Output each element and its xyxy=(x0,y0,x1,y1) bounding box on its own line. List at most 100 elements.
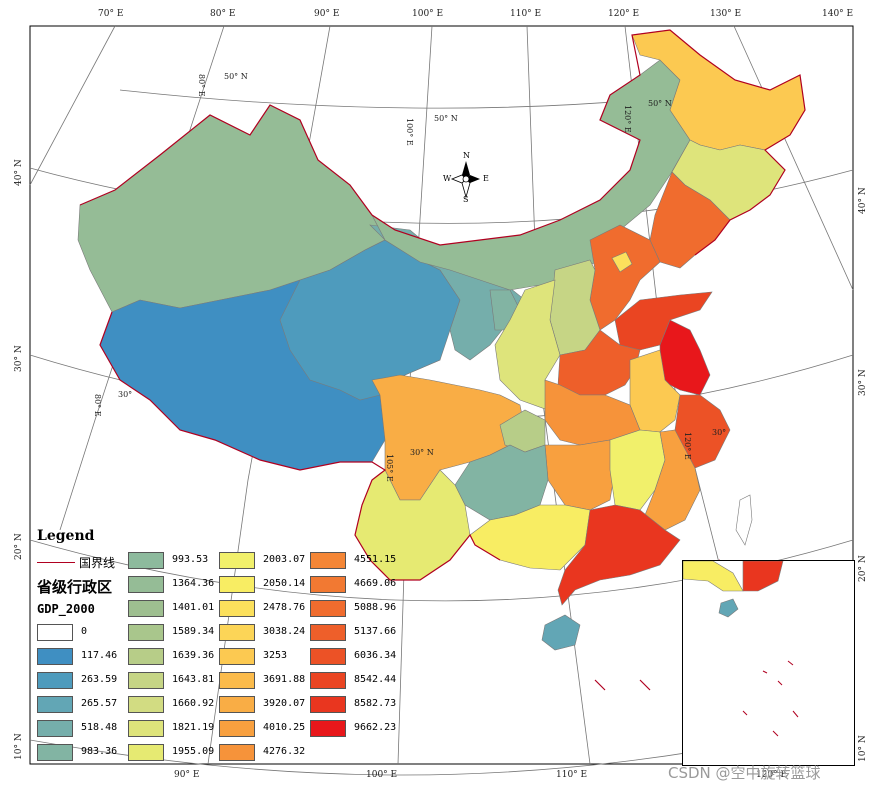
top-tick-label: 90° E xyxy=(314,9,340,19)
legend-color-swatch xyxy=(310,600,346,617)
legend-color-swatch xyxy=(310,552,346,569)
legend-class-label: 4669.06 xyxy=(354,578,397,589)
right-tick-label: 20° N xyxy=(858,555,868,582)
top-tick-label: 70° E xyxy=(98,9,124,19)
legend-color-swatch xyxy=(219,720,255,737)
legend-class-label: 518.48 xyxy=(81,722,118,733)
bottom-tick-label: 100° E xyxy=(366,770,398,780)
legend-class-label: 265.57 xyxy=(81,698,118,709)
legend-color-swatch xyxy=(128,600,164,617)
graticule-label: 100° E xyxy=(405,118,414,146)
right-tick-label: 10° N xyxy=(858,735,868,762)
legend-color-swatch xyxy=(128,648,164,665)
legend-class-label: 983.36 xyxy=(81,746,118,757)
watermark: CSDN @空中旋转篮球 xyxy=(668,764,821,782)
left-tick-label: 40° N xyxy=(14,159,24,186)
legend-color-swatch xyxy=(219,696,255,713)
province-fujian xyxy=(644,429,701,531)
legend-color-swatch xyxy=(310,648,346,665)
top-tick-label: 100° E xyxy=(412,9,444,19)
legend-class-label: 1401.01 xyxy=(172,602,215,613)
legend-color-swatch xyxy=(219,672,255,689)
legend-class-label: 993.53 xyxy=(172,554,209,565)
legend-class-label: 6036.34 xyxy=(354,650,397,661)
graticule-label: 50° N xyxy=(648,99,672,108)
legend-color-swatch xyxy=(128,672,164,689)
north-arrow: N S E W xyxy=(443,151,489,205)
graticule-label: 30° xyxy=(712,428,727,437)
bottom-tick-label: 120° E xyxy=(756,770,788,780)
bottom-tick-label: 110° E xyxy=(556,770,588,780)
graticule-label: 30° xyxy=(118,390,133,399)
legend-color-swatch xyxy=(310,720,346,737)
legend-color-swatch xyxy=(37,672,73,689)
legend-class-label: 2478.76 xyxy=(263,602,306,613)
legend-class-label: 3038.24 xyxy=(263,626,306,637)
legend-class-label: 5137.66 xyxy=(354,626,397,637)
legend-class-label: 3691.88 xyxy=(263,674,306,685)
top-tick-label: 80° E xyxy=(210,9,236,19)
legend-class-label: 1643.81 xyxy=(172,674,215,685)
legend-color-swatch xyxy=(128,696,164,713)
legend-class-label: 3920.07 xyxy=(263,698,306,709)
bottom-tick-label: 90° E xyxy=(174,770,200,780)
legend-title: Legend xyxy=(37,528,95,544)
graticule-label: 80° E xyxy=(93,394,102,417)
legend-color-swatch xyxy=(128,552,164,569)
legend-color-swatch xyxy=(310,672,346,689)
legend-class-label: 2050.14 xyxy=(263,578,306,589)
legend-color-swatch xyxy=(219,624,255,641)
legend-class-label: 4551.15 xyxy=(354,554,397,565)
map-legend: Legend 国界线 省级行政区 GDP_2000 0 117.46 263.59 2… xyxy=(34,528,396,768)
province-taiwan xyxy=(735,494,753,546)
legend-color-swatch xyxy=(37,696,73,713)
left-tick-label: 10° N xyxy=(14,733,24,760)
graticule-label: 120° E xyxy=(623,105,632,133)
right-tick-label: 40° N xyxy=(858,187,868,214)
legend-color-swatch xyxy=(37,744,73,761)
legend-class-label: 1639.36 xyxy=(172,650,215,661)
province-hainan xyxy=(541,614,581,651)
border-label: 国界线 xyxy=(79,556,116,570)
legend-class-label: 0 xyxy=(81,626,88,637)
graticule-label: 50° N xyxy=(224,72,248,81)
legend-color-swatch xyxy=(310,624,346,641)
top-tick-label: 130° E xyxy=(710,9,742,19)
south-china-sea-inset xyxy=(682,560,855,766)
legend-class-label: 5088.96 xyxy=(354,602,397,613)
graticule-label: 105° E xyxy=(385,454,394,482)
province-qinghai xyxy=(279,239,461,401)
left-tick-label: 30° N xyxy=(14,345,24,372)
left-tick-label: 20° N xyxy=(14,533,24,560)
right-tick-label: 30° N xyxy=(858,369,868,396)
west-label: W xyxy=(443,174,452,183)
legend-class-label: 4010.25 xyxy=(263,722,306,733)
legend-class-label: 1589.34 xyxy=(172,626,215,637)
graticule-label: 50° N xyxy=(434,114,458,123)
legend-class-label: 1660.92 xyxy=(172,698,215,709)
legend-class-label: 8542.44 xyxy=(354,674,397,685)
legend-color-swatch xyxy=(128,576,164,593)
field-title: GDP_2000 xyxy=(37,602,95,616)
legend-class-label: 3253 xyxy=(263,650,288,661)
top-tick-label: 110° E xyxy=(510,9,542,19)
legend-class-label: 9662.23 xyxy=(354,722,397,733)
legend-class-label: 8582.73 xyxy=(354,698,397,709)
legend-color-swatch xyxy=(219,648,255,665)
province-guangdong xyxy=(557,504,681,606)
province-beijing xyxy=(611,251,633,273)
legend-color-swatch xyxy=(310,576,346,593)
legend-class-label: 2003.07 xyxy=(263,554,306,565)
legend-color-swatch xyxy=(37,624,73,641)
south-label: S xyxy=(463,195,469,204)
top-tick-label: 120° E xyxy=(608,9,640,19)
legend-color-swatch xyxy=(219,600,255,617)
legend-color-swatch xyxy=(128,744,164,761)
graticule-label: 30° N xyxy=(410,448,434,457)
legend-color-swatch xyxy=(128,720,164,737)
legend-color-swatch xyxy=(219,552,255,569)
graticule-label: 120° E xyxy=(683,432,692,460)
graticule-label: 80° E xyxy=(197,74,206,97)
layer-title: 省级行政区 xyxy=(37,578,113,596)
